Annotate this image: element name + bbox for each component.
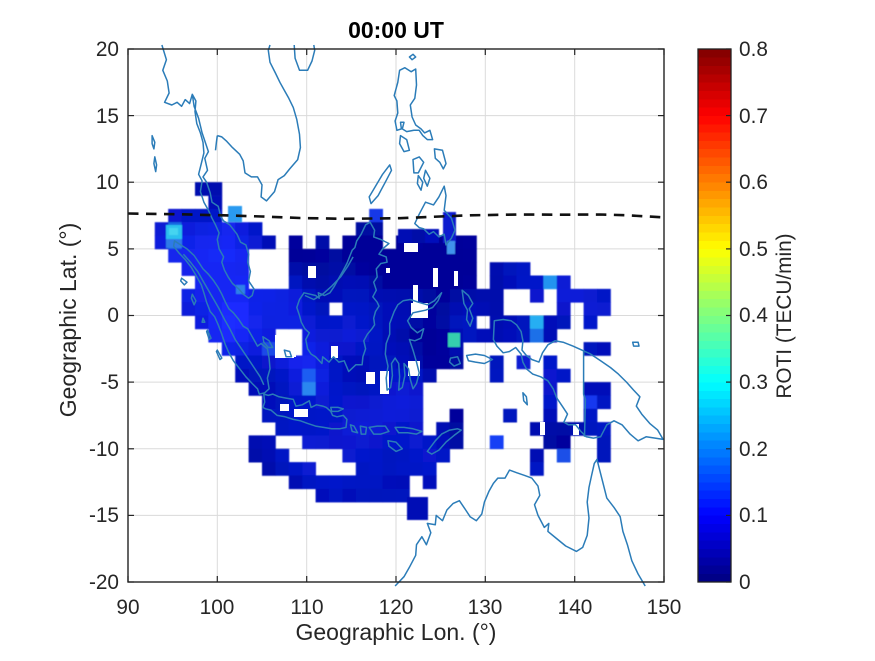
svg-text:0.5: 0.5 xyxy=(739,238,768,261)
svg-text:20: 20 xyxy=(96,38,119,61)
svg-text:150: 150 xyxy=(647,596,682,619)
svg-text:110: 110 xyxy=(290,596,323,619)
svg-text:Geographic Lat. (°): Geographic Lat. (°) xyxy=(55,223,81,418)
svg-text:10: 10 xyxy=(96,171,119,194)
svg-text:0: 0 xyxy=(107,304,119,327)
svg-text:0.2: 0.2 xyxy=(739,438,768,461)
svg-text:0.8: 0.8 xyxy=(739,38,768,61)
svg-text:0: 0 xyxy=(739,571,751,594)
svg-text:90: 90 xyxy=(116,596,139,619)
svg-text:0.7: 0.7 xyxy=(739,105,768,128)
svg-text:0.3: 0.3 xyxy=(739,371,768,394)
svg-text:15: 15 xyxy=(96,105,119,128)
svg-text:5: 5 xyxy=(107,238,119,261)
svg-text:120: 120 xyxy=(379,596,414,619)
svg-text:0.1: 0.1 xyxy=(739,504,768,527)
svg-text:140: 140 xyxy=(558,596,593,619)
svg-text:-15: -15 xyxy=(89,504,119,527)
svg-text:100: 100 xyxy=(200,596,235,619)
svg-text:0.6: 0.6 xyxy=(739,171,768,194)
svg-text:ROTI (TECU/min): ROTI (TECU/min) xyxy=(773,233,796,398)
svg-text:-10: -10 xyxy=(89,438,119,461)
svg-text:-5: -5 xyxy=(101,371,120,394)
svg-text:-20: -20 xyxy=(89,571,119,594)
svg-text:130: 130 xyxy=(468,596,503,619)
svg-text:00:00 UT: 00:00 UT xyxy=(348,17,444,43)
svg-text:Geographic Lon. (°): Geographic Lon. (°) xyxy=(296,619,497,645)
svg-text:0.4: 0.4 xyxy=(739,304,768,327)
